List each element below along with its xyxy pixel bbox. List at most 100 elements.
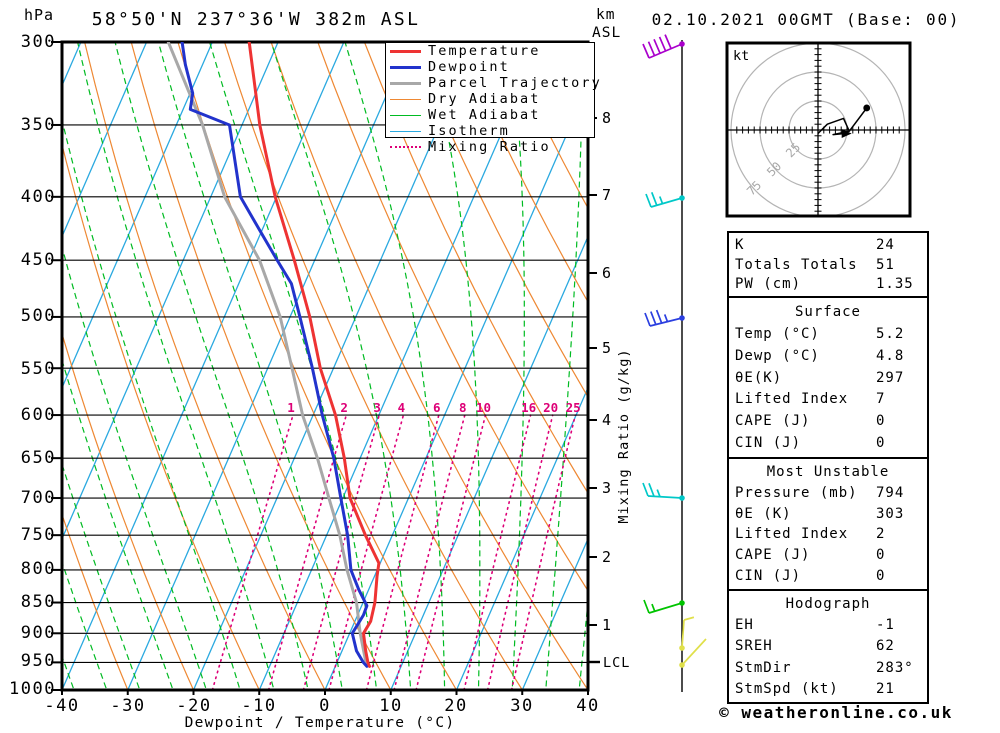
pressure-tick-400: 400	[21, 187, 56, 207]
km-tick-1: 1	[602, 616, 611, 634]
row-label: CIN (J)	[735, 568, 802, 585]
x-axis-label: Dewpoint / Temperature (°C)	[185, 715, 456, 731]
row-label: Lifted Index	[735, 391, 849, 408]
temp-tick-0: 0	[319, 696, 331, 716]
row-label: StmDir	[735, 659, 792, 676]
legend-label: Parcel Trajectory	[428, 75, 602, 91]
row-value: 7	[876, 391, 886, 408]
row-label: θE (K)	[735, 505, 792, 522]
row-value: 794	[876, 484, 905, 501]
wet-adiabat-line-swatch	[390, 114, 421, 116]
table-row: θE (K) 303	[729, 506, 927, 522]
km-tick-7: 7	[602, 186, 611, 204]
dewpoint-line-swatch	[390, 65, 421, 69]
pressure-tick-700: 700	[21, 488, 56, 508]
km-tick-2: 2	[602, 548, 611, 566]
pressure-tick-600: 600	[21, 405, 56, 425]
isotherm-lines	[62, 42, 588, 690]
pressure-tick-900: 900	[21, 623, 56, 643]
pressure-tick-450: 450	[21, 250, 56, 270]
row-value: 5.2	[876, 325, 905, 342]
mixing-ratio-value-4: 4	[398, 400, 406, 415]
pressure-axis-unit: hPa	[24, 6, 54, 24]
row-value: 0	[876, 568, 886, 585]
row-value: 2	[876, 526, 886, 543]
row-label: Lifted Index	[735, 526, 849, 543]
mixing-ratio-value-10: 10	[476, 400, 491, 415]
legend-item-wet-adiabat: Wet Adiabat	[386, 107, 594, 123]
mixing-ratio-value-16: 16	[521, 400, 536, 415]
temperature-line-swatch	[390, 49, 421, 53]
legend-label: Temperature	[428, 43, 541, 59]
mixing-ratio-value-8: 8	[459, 400, 467, 415]
table-row: Temp (°C) 5.2	[729, 326, 927, 342]
table-row: StmDir 283°	[729, 660, 927, 676]
legend-item-isotherm: Isotherm	[386, 123, 594, 139]
mixing-ratio-value-25: 25	[566, 400, 581, 415]
table-title: Surface	[794, 303, 861, 320]
isotherm-line-swatch	[390, 130, 421, 132]
parcel-line-swatch	[390, 81, 421, 85]
dry-adiabat-line-swatch	[390, 98, 421, 100]
km-tick-4: 4	[602, 411, 611, 429]
temp-tick--20: -20	[176, 696, 211, 716]
pressure-tick-1000: 1000	[9, 679, 56, 699]
row-label: EH	[735, 617, 754, 634]
pressure-tick-950: 950	[21, 651, 56, 671]
temp-tick-40: 40	[576, 696, 599, 716]
legend-label: Mixing Ratio	[428, 139, 551, 155]
row-value: 283°	[876, 659, 914, 676]
km-tick-8: 8	[602, 109, 611, 127]
km-axis-unit-1: km	[596, 7, 615, 23]
copyright-credit: © weatheronline.co.uk	[719, 703, 953, 722]
table-row: EH -1	[729, 617, 927, 633]
table-row: Totals Totals 51	[729, 257, 927, 273]
mixing-ratio-value-6: 6	[433, 400, 441, 415]
indices-table: K 24 Totals Totals 51 PW (cm) 1.35	[727, 231, 929, 298]
legend-item-mixing-ratio: Mixing Ratio	[386, 139, 594, 155]
row-value: 51	[876, 256, 895, 273]
mixing-ratio-value-2: 2	[340, 400, 348, 415]
table-title: Most Unstable	[766, 463, 890, 480]
row-value: 0	[876, 413, 886, 430]
row-label: PW (cm)	[735, 276, 802, 293]
row-label: Dewp (°C)	[735, 347, 820, 364]
km-tick-3: 3	[602, 479, 611, 497]
legend-item-parcel: Parcel Trajectory	[386, 75, 600, 91]
table-row: Pressure (mb) 794	[729, 485, 927, 501]
table-row: CIN (J) 0	[729, 568, 927, 584]
sounding-curves	[166, 42, 381, 668]
row-label: Pressure (mb)	[735, 484, 858, 501]
table-row: Lifted Index 7	[729, 391, 927, 407]
legend-label: Isotherm	[428, 123, 510, 139]
legend-label: Dry Adiabat	[428, 91, 541, 107]
datetime-label: 02.10.2021 00GMT (Base: 00)	[652, 10, 961, 29]
table-row: CAPE (J) 0	[729, 413, 927, 429]
row-value: 62	[876, 638, 895, 655]
legend-item-dewpoint: Dewpoint	[386, 59, 594, 75]
hodograph-ring-25: 25	[783, 140, 803, 160]
page-title: 58°50'N 237°36'W 382m ASL	[92, 9, 420, 30]
wind-barb-column	[642, 34, 707, 692]
pressure-tick-850: 850	[21, 592, 56, 612]
pressure-tick-500: 500	[21, 306, 56, 326]
surface-table: Surface Temp (°C) 5.2 Dewp (°C) 4.8 θE(K) 2…	[727, 296, 929, 459]
row-value: 24	[876, 236, 895, 253]
pressure-tick-550: 550	[21, 359, 56, 379]
row-label: StmSpd (kt)	[735, 680, 839, 697]
table-row: CIN (J) 0	[729, 435, 927, 451]
temp-tick--30: -30	[110, 696, 145, 716]
row-label: CIN (J)	[735, 435, 802, 452]
row-value: 0	[876, 547, 886, 564]
hodograph	[725, 41, 912, 218]
legend-label: Wet Adiabat	[428, 107, 541, 123]
table-row: K 24	[729, 237, 927, 253]
legend-item-dry-adiabat: Dry Adiabat	[386, 91, 594, 107]
pressure-tick-650: 650	[21, 448, 56, 468]
mixing-ratio-value-20: 20	[543, 400, 558, 415]
row-value: 297	[876, 369, 905, 386]
row-value: 303	[876, 505, 905, 522]
legend: Temperature Dewpoint Parcel Trajectory D…	[385, 42, 600, 155]
mixing-ratio-value-3: 3	[373, 400, 381, 415]
